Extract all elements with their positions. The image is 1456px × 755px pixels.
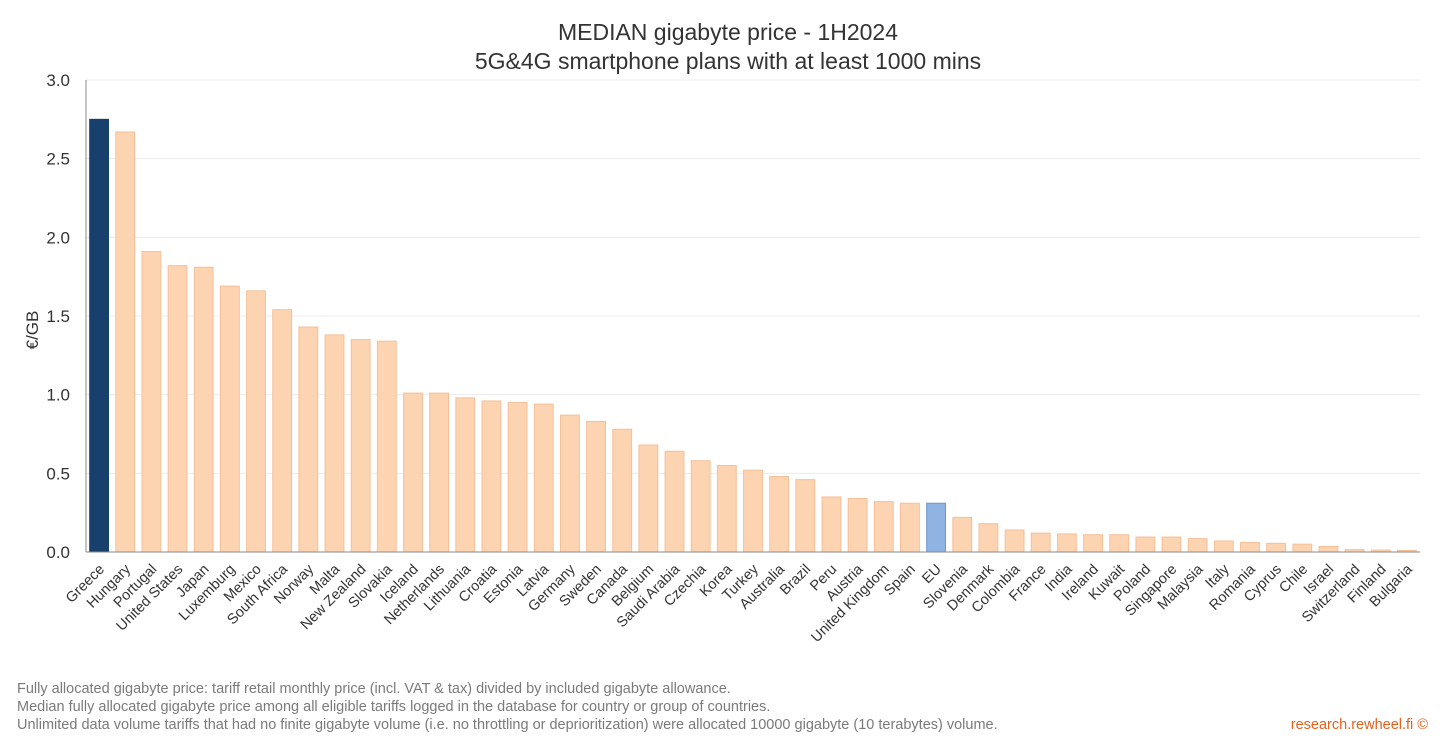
chart-title-line-2: 5G&4G smartphone plans with at least 100… [475,48,981,74]
y-tick-label: 0.5 [46,464,70,483]
bar-slovakia [376,340,397,553]
bar-chart: MEDIAN gigabyte price - 1H2024 5G&4G sma… [23,19,1420,646]
y-tick-label: 0.0 [46,543,70,562]
bar-romania [1240,542,1260,553]
y-tick-label: 2.5 [46,150,70,169]
y-axis-label: €/GB [23,311,42,350]
bar-spain [900,502,920,553]
bar-israel [1318,545,1339,553]
bar-luxemburg [219,285,240,553]
bar-slovenia [952,516,973,553]
bar-turkey [743,469,763,553]
bar-korea [716,464,737,553]
bar-hungary [115,131,136,553]
bar-norway [298,326,319,553]
bar-portugal [141,250,162,553]
y-tick-label: 2.0 [46,228,70,247]
bar-south-africa [272,309,293,553]
bars [89,118,1417,553]
bar-malta [324,334,345,553]
bar-estonia [507,402,528,553]
bar-australia [769,475,790,553]
bar-peru [821,496,842,553]
bar-brazil [795,479,816,553]
bar-france [1030,532,1051,553]
chart-title: MEDIAN gigabyte price - 1H2024 5G&4G sma… [475,19,981,74]
bar-czechia [690,460,711,553]
bar-mexico [246,290,266,553]
bar-cyprus [1266,542,1287,553]
bar-new-zealand [350,339,371,553]
bar-kuwait [1109,534,1130,553]
bar-italy [1213,540,1234,553]
footnote-1: Fully allocated gigabyte price: tariff r… [17,681,731,697]
bar-singapore [1161,536,1182,553]
y-tick-label: 3.0 [46,71,70,90]
bar-malaysia [1187,538,1208,553]
bar-sweden [586,420,606,553]
bar-latvia [533,403,554,553]
y-axis-ticks: 0.0 0.5 1.0 1.5 2.0 2.5 3.0 [46,71,70,562]
bar-belgium [638,444,659,553]
bar-colombia [1004,529,1025,553]
axes [85,80,1420,553]
bar-eu [926,502,947,553]
bar-iceland [403,392,423,553]
bar-netherlands [429,392,450,553]
chart-title-line-1: MEDIAN gigabyte price - 1H2024 [558,19,898,45]
bar-united-states [167,265,188,553]
bar-lithuania [455,397,476,553]
bar-canada [612,428,633,553]
bar-croatia [481,400,502,553]
bar-united-kingdom [873,501,894,553]
bar-saudi-arabia [664,450,685,553]
bar-poland [1135,536,1156,553]
bar-austria [847,498,868,553]
x-tick-label: Brazil [777,562,814,599]
footnote-3: Unlimited data volume tariffs that had n… [17,717,998,733]
footnote-2: Median fully allocated gigabyte price am… [17,699,771,715]
bar-japan [193,266,214,553]
y-tick-label: 1.0 [46,386,70,405]
bar-india [1056,533,1077,553]
bar-greece [89,118,109,553]
bar-chile [1292,543,1313,553]
bar-germany [559,414,580,553]
source-credit: research.rewheel.fi © [1290,717,1428,733]
y-tick-label: 1.5 [46,307,70,326]
bar-denmark [978,523,999,553]
bar-ireland [1083,534,1103,553]
